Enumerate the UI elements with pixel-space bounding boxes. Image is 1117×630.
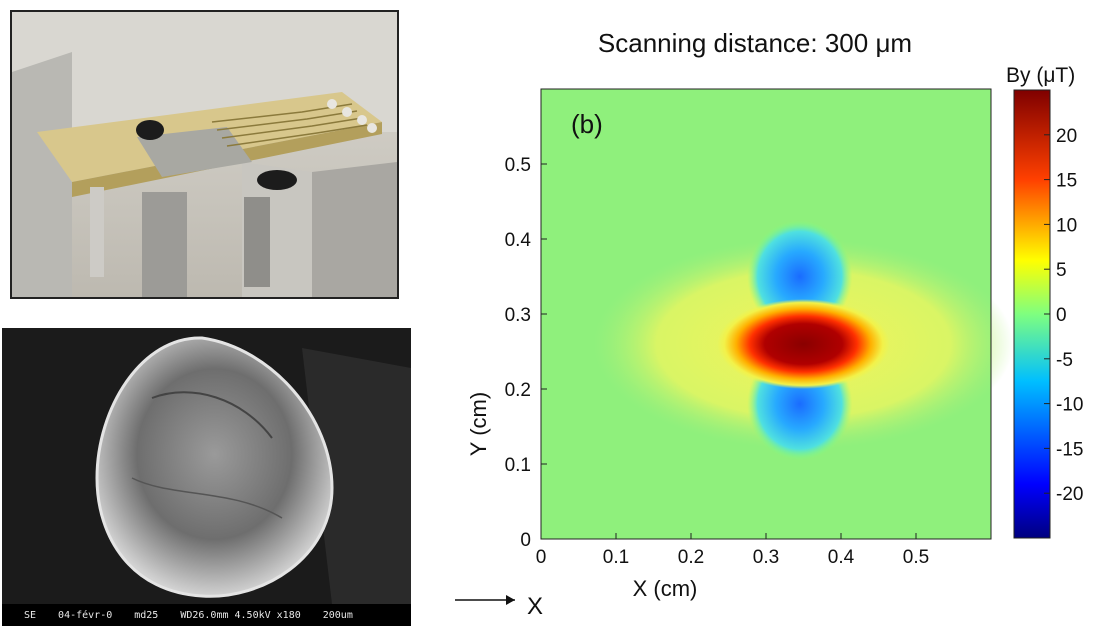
heatmap-chart: 0 0.1 0.2 0.3 0.4 0.5 0 0.1 0.2 0.3 0.4 0.5 X (cm) Y …: [455, 64, 1083, 605]
y-tick-label: 0.4: [505, 230, 532, 251]
x-tick-label: 0.1: [603, 547, 629, 568]
colorbar-tick-label: 15: [1056, 171, 1077, 192]
x-direction-label: X: [527, 593, 544, 620]
y-tick-label: 0.5: [505, 155, 531, 176]
colorbar-tick-label: 0: [1056, 305, 1067, 326]
sem-sample-label: md25: [134, 609, 159, 621]
x-axis-label: X (cm): [633, 576, 698, 601]
y-axis-label: Y (cm): [466, 392, 491, 456]
x-tick-label: 0.4: [828, 547, 855, 568]
heatmap-positive-peak: [717, 299, 890, 389]
chart-title: Scanning distance: 300 μm: [597, 28, 913, 58]
colorbar-tick-label: -5: [1056, 350, 1073, 371]
y-tick-label: 0.1: [505, 455, 531, 476]
colorbar-tick-label: 10: [1056, 215, 1077, 236]
sem-particle-illustration: [2, 328, 411, 604]
sem-info-bar: SE 04-févr-0 md25 WD26.0mm 4.50kV x180 2…: [2, 604, 411, 626]
sensor-probe-photo: [10, 10, 399, 299]
sensor-probe-illustration: [12, 12, 397, 297]
x-tick-label: 0.5: [903, 547, 929, 568]
sem-micrograph: SE 04-févr-0 md25 WD26.0mm 4.50kV x180 2…: [2, 328, 411, 626]
x-tick-label: 0: [536, 547, 547, 568]
colorbar-tick-label: -15: [1056, 439, 1083, 460]
colorbar-tick-label: -10: [1056, 395, 1083, 416]
panel-label: (b): [571, 109, 603, 139]
colorbar-label: By (μT): [1006, 64, 1075, 87]
y-tick-label: 0: [520, 530, 531, 551]
x-tick-label: 0.3: [753, 547, 779, 568]
sem-date-label: 04-févr-0: [58, 609, 113, 621]
y-tick-label: 0.3: [505, 305, 531, 326]
sem-settings-label: WD26.0mm 4.50kV x180: [180, 609, 301, 621]
colorbar-tick-label: 20: [1056, 126, 1077, 147]
x-direction-arrow-head: [506, 595, 515, 605]
y-tick-label: 0.2: [505, 380, 531, 401]
x-tick-label: 0.2: [678, 547, 704, 568]
colorbar-tick-label: -20: [1056, 484, 1083, 505]
sem-scale-label: 200um: [322, 609, 353, 621]
sem-detector-label: SE: [24, 609, 37, 621]
colorbar-tick-label: 5: [1056, 260, 1067, 281]
